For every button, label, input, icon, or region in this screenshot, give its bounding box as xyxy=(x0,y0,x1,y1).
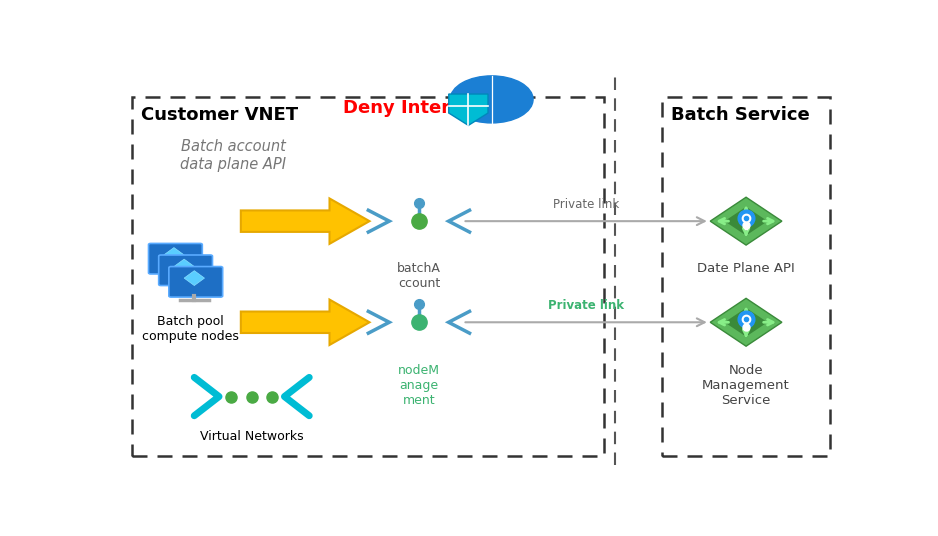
Text: Private link: Private link xyxy=(548,299,624,312)
Text: Customer VNET: Customer VNET xyxy=(141,106,297,124)
Text: Virtual Networks: Virtual Networks xyxy=(200,430,304,443)
Polygon shape xyxy=(241,198,370,244)
FancyBboxPatch shape xyxy=(159,255,213,286)
Polygon shape xyxy=(164,248,184,263)
Text: Batch pool
compute nodes: Batch pool compute nodes xyxy=(142,315,238,343)
Polygon shape xyxy=(724,207,767,235)
Polygon shape xyxy=(448,94,488,125)
Polygon shape xyxy=(724,308,767,337)
Polygon shape xyxy=(710,299,782,346)
Polygon shape xyxy=(184,271,204,286)
Text: Batch account
data plane API: Batch account data plane API xyxy=(180,139,287,172)
Polygon shape xyxy=(241,300,370,345)
Polygon shape xyxy=(174,259,194,274)
Text: Deny Internet: Deny Internet xyxy=(342,99,483,117)
Text: batchA
ccount: batchA ccount xyxy=(397,263,441,291)
Text: Batch Service: Batch Service xyxy=(672,106,809,124)
Text: Date Plane API: Date Plane API xyxy=(697,263,794,276)
Polygon shape xyxy=(710,197,782,245)
Circle shape xyxy=(450,76,533,123)
Text: Node
Management
Service: Node Management Service xyxy=(703,363,790,406)
FancyBboxPatch shape xyxy=(169,266,222,297)
Text: nodeM
anage
ment: nodeM anage ment xyxy=(398,363,440,406)
FancyBboxPatch shape xyxy=(148,243,203,274)
Text: Private link: Private link xyxy=(553,198,619,211)
